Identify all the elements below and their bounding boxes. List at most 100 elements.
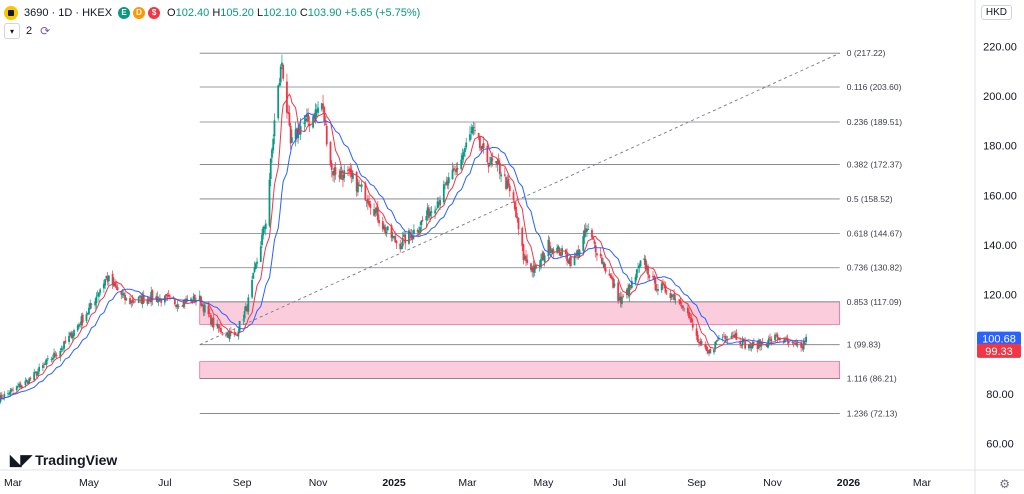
- candle: [515, 200, 517, 218]
- candle-body: [298, 129, 301, 135]
- candle: [691, 318, 694, 332]
- candle: [713, 349, 715, 355]
- candle: [104, 278, 107, 289]
- fib-level-label: 0 (217.22): [847, 48, 886, 58]
- candle: [696, 330, 699, 343]
- candle-body: [610, 276, 613, 279]
- candle-body: [410, 235, 413, 239]
- settings-gear-icon[interactable]: ⚙: [999, 477, 1010, 491]
- currency-badge[interactable]: $: [148, 7, 161, 19]
- candle-body: [672, 294, 674, 296]
- candle-body: [521, 228, 524, 247]
- candle-body: [673, 293, 676, 300]
- symbol-title[interactable]: 3690 · 1D · HKEX: [24, 7, 113, 19]
- candle-body: [68, 335, 70, 342]
- candle-body: [340, 170, 343, 175]
- candle-body: [282, 65, 285, 79]
- candle-body: [149, 299, 151, 302]
- candle-body: [287, 111, 290, 114]
- collapse-chevron-icon[interactable]: ▾: [4, 23, 20, 39]
- candle: [500, 171, 502, 182]
- candle-body: [716, 340, 719, 342]
- candle-body: [150, 291, 153, 303]
- indicator-count[interactable]: 2: [26, 25, 33, 37]
- candle-body: [281, 62, 283, 66]
- candle: [490, 152, 493, 168]
- candle: [447, 172, 450, 190]
- currency-button[interactable]: HKD: [980, 5, 1012, 20]
- candle: [602, 258, 605, 268]
- candle: [418, 226, 420, 238]
- x-tick-label: Mar: [458, 477, 477, 489]
- candle: [102, 279, 105, 293]
- candle-body: [481, 145, 484, 149]
- candle: [120, 290, 123, 300]
- candle-body: [517, 217, 520, 230]
- candle-body: [325, 125, 328, 145]
- candle-body: [568, 257, 571, 265]
- x-tick-label: Nov: [309, 477, 328, 489]
- candle: [434, 205, 436, 220]
- candle-body: [369, 204, 372, 208]
- dividend-badge[interactable]: D: [133, 7, 146, 19]
- candle: [279, 64, 282, 87]
- candle: [359, 184, 362, 187]
- candle-body: [739, 341, 742, 344]
- candle: [454, 165, 456, 176]
- candle: [568, 256, 571, 267]
- candle-body: [242, 319, 245, 321]
- candle: [698, 339, 700, 348]
- candle: [112, 277, 115, 288]
- low-value: 102.10: [263, 7, 297, 19]
- candle-body: [348, 169, 351, 171]
- tradingview-mark-icon: ◣◤: [10, 452, 32, 469]
- candle-body: [359, 185, 362, 187]
- y-tick-label: 160.00: [983, 190, 1017, 202]
- x-tick-label: Nov: [763, 477, 782, 489]
- candle-body: [503, 174, 506, 176]
- candle-body: [99, 289, 102, 293]
- candle: [672, 293, 674, 300]
- candle-body: [679, 299, 682, 305]
- candle-body: [761, 341, 764, 344]
- candle: [164, 295, 166, 306]
- candle-body: [491, 158, 494, 161]
- fib-level-label: 1.236 (72.13): [847, 408, 898, 418]
- candle-body: [436, 201, 439, 209]
- candle-body: [81, 314, 84, 323]
- candle-body: [686, 307, 689, 314]
- candle: [86, 312, 89, 316]
- candle-body: [155, 296, 158, 299]
- candle: [356, 178, 359, 196]
- candle-body: [386, 226, 389, 231]
- candle-body: [64, 340, 67, 343]
- candle: [69, 331, 72, 337]
- candle-body: [421, 219, 424, 221]
- candle: [342, 174, 344, 188]
- candle: [365, 199, 368, 208]
- candle-body: [508, 185, 511, 192]
- y-tick-label: 120.00: [983, 290, 1017, 302]
- candle-body: [254, 263, 257, 270]
- candle: [752, 338, 755, 346]
- candle-body: [688, 311, 690, 319]
- candle: [330, 160, 333, 178]
- candle: [259, 241, 262, 263]
- candle: [503, 167, 506, 177]
- refresh-icon[interactable]: ⟳: [40, 24, 51, 38]
- candle-body: [690, 317, 693, 323]
- candle: [298, 128, 301, 135]
- candle: [442, 180, 445, 205]
- earnings-badge[interactable]: E: [118, 7, 131, 19]
- candle-body: [479, 136, 481, 149]
- candle-body: [435, 208, 438, 210]
- candle: [543, 253, 546, 267]
- price-zone: [199, 301, 841, 325]
- candle-body: [277, 85, 280, 119]
- candle-body: [322, 103, 324, 108]
- candle: [8, 391, 11, 396]
- candle-body: [601, 257, 603, 264]
- candle-body: [669, 293, 672, 299]
- candle-body: [216, 323, 219, 327]
